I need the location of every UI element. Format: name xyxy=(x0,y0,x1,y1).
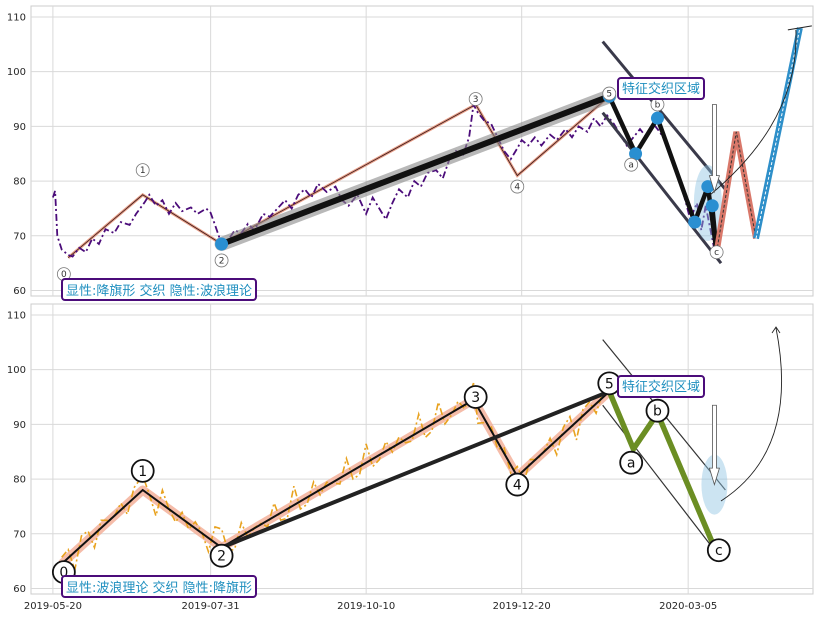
upper-pattern-label: 显性:降旗形 交织 隐性:波浪理论 xyxy=(66,283,252,299)
y-tick-label: 80 xyxy=(13,475,26,486)
price-series xyxy=(61,382,610,574)
curved-arrow xyxy=(709,29,797,196)
arrow-head-icon xyxy=(771,326,781,334)
x-tick-label: 2019-05-20 xyxy=(24,601,82,612)
pivot-dot xyxy=(215,237,229,251)
wave-label-circle xyxy=(709,245,724,260)
y-tick-label: 80 xyxy=(13,177,26,188)
upper-zone-label-box: 特征交织区域 xyxy=(617,77,705,100)
wave-label-circle xyxy=(505,472,530,497)
wave-label: 2 xyxy=(219,256,225,266)
y-tick-label: 60 xyxy=(13,584,26,595)
wave-label-circle xyxy=(130,458,155,483)
wave-label-circle xyxy=(209,543,234,568)
wave-label-circle xyxy=(645,398,670,423)
x-tick-label: 2019-07-31 xyxy=(182,601,240,612)
channel-lower-line xyxy=(602,404,720,557)
wave-label: 5 xyxy=(605,376,614,392)
channel-lower-line xyxy=(601,111,723,265)
upper-zone-label: 特征交织区域 xyxy=(622,81,700,97)
wave-line xyxy=(67,95,610,259)
wave-label: a xyxy=(627,456,636,472)
x-tick-label: 2019-10-10 xyxy=(337,601,395,612)
lower-pattern-label-box: 显性:波浪理论 交织 隐性:降旗形 xyxy=(61,575,257,598)
pivot-dot xyxy=(705,199,719,213)
wave-label-circle xyxy=(214,253,229,268)
pivot-dot xyxy=(650,111,664,125)
lower-zone-label: 特征交织区域 xyxy=(622,379,700,395)
lower-zone-label-box: 特征交织区域 xyxy=(617,375,705,398)
wave-label: 3 xyxy=(473,95,479,105)
y-tick-label: 100 xyxy=(7,67,26,78)
x-tick-label: 2020-03-05 xyxy=(659,601,717,612)
wave-label-circle xyxy=(624,157,639,172)
y-tick-label: 100 xyxy=(7,365,26,376)
y-tick-label: 60 xyxy=(13,286,26,297)
wave-label-circle xyxy=(602,86,617,101)
flagpole-line xyxy=(220,389,611,550)
wave-label: 1 xyxy=(140,166,146,176)
projection-end-marker xyxy=(787,25,812,31)
wave-label: 3 xyxy=(471,390,480,406)
wave-label: 0 xyxy=(59,565,68,581)
pivot-dot xyxy=(701,180,715,194)
wave-label-circle xyxy=(619,450,644,475)
plot-area xyxy=(30,303,814,595)
upper-chart-panel: 60 70 80 90 100 110 0 1 2 3 4 5 a b c xyxy=(7,5,814,297)
lower-chart-panel: 60 70 80 90 100 110 0 1 2 3 4 5 a b c xyxy=(7,303,814,595)
wave-label: 2 xyxy=(217,549,226,565)
y-tick-label: 110 xyxy=(7,310,26,321)
curved-arrow xyxy=(720,327,782,502)
wave-label-circle xyxy=(468,92,483,106)
wave-label: 5 xyxy=(606,90,612,100)
projection-blue-line xyxy=(755,27,801,239)
wave-label: c xyxy=(715,543,723,559)
y-tick-label: 90 xyxy=(13,420,26,431)
wave-label: c xyxy=(714,248,719,258)
zone-down-arrow-icon xyxy=(708,404,720,486)
wave-label: b xyxy=(653,404,662,420)
x-axis-ticks: 2019-05-20 2019-07-31 2019-10-10 2019-12-20… xyxy=(24,601,717,612)
y-tick-label: 70 xyxy=(13,231,26,242)
abc-zigzag-line xyxy=(606,390,717,549)
wave-label: b xyxy=(655,100,661,110)
y-tick-label: 90 xyxy=(13,122,26,133)
wave-label-circle xyxy=(135,163,150,178)
zone-down-arrow-icon xyxy=(708,104,720,194)
pivot-dot xyxy=(688,215,702,229)
wave-label: 4 xyxy=(513,478,522,494)
price-series xyxy=(52,101,716,258)
wave-line xyxy=(61,390,610,565)
y-tick-label: 110 xyxy=(7,12,26,23)
upper-pattern-label-box: 显性:降旗形 交织 隐性:波浪理论 xyxy=(61,278,257,301)
wave-label-circle xyxy=(706,538,731,563)
wave-label-circle xyxy=(463,385,488,409)
wave-label: 1 xyxy=(138,464,147,480)
wave-label: 0 xyxy=(61,270,67,280)
wave-label: 4 xyxy=(514,183,520,193)
projection-red-line xyxy=(716,131,757,253)
flagpole-line xyxy=(218,93,613,247)
pivot-dot xyxy=(629,147,643,161)
x-tick-label: 2019-12-20 xyxy=(493,601,551,612)
wave-label: a xyxy=(628,161,634,171)
wave-label-circle xyxy=(510,179,525,194)
lower-pattern-label: 显性:波浪理论 交织 隐性:降旗形 xyxy=(66,580,252,596)
y-tick-label: 70 xyxy=(13,529,26,540)
plot-area xyxy=(30,5,814,297)
channel-upper-line xyxy=(601,40,729,193)
